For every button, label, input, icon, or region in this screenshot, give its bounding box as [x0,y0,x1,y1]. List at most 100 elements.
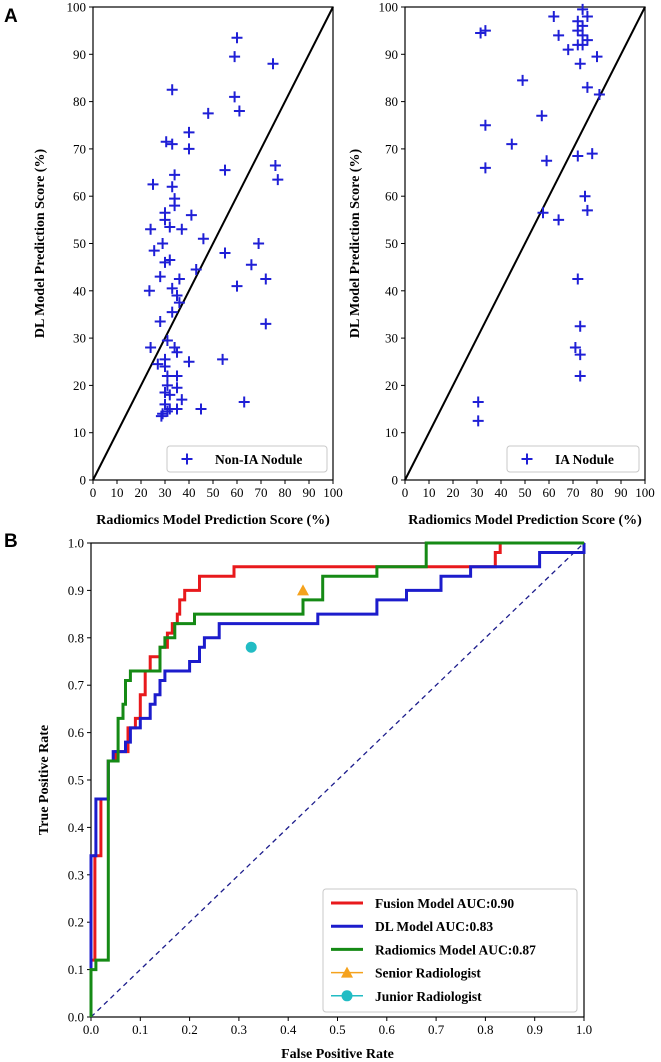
data-point [572,15,584,27]
x-tick-label: 0.5 [329,1022,345,1037]
data-point [231,280,243,292]
y-tick-label: 50 [73,236,86,251]
data-point [195,403,207,415]
legend-marker [341,990,353,1002]
x-tick-label: 0 [402,485,409,500]
y-tick-label: 10 [385,425,398,440]
data-point [472,396,484,408]
data-point [166,282,178,294]
x-tick-label: 90 [303,485,316,500]
x-axis-label: False Positive Rate [281,1047,394,1062]
x-tick-label: 80 [591,485,604,500]
data-point [577,39,589,51]
x-tick-label: 20 [447,485,460,500]
x-tick-label: 0 [90,485,97,500]
junior-radiologist-marker [245,641,257,653]
x-tick-label: 0.8 [477,1022,493,1037]
data-point [581,10,593,22]
y-tick-label: 0.0 [68,1010,84,1025]
legend-frame [322,888,578,1013]
y-tick-label: 0 [392,473,399,488]
data-point [593,89,605,101]
y-tick-label: 70 [73,141,86,156]
y-tick-label: 30 [73,331,86,346]
y-tick-label: 10 [73,425,86,440]
data-point [233,105,245,117]
x-tick-label: 10 [423,485,436,500]
data-point [164,221,176,233]
data-point [245,259,257,271]
data-point [157,408,169,420]
x-axis-label: Radiomics Model Prediction Score (%) [96,513,330,528]
y-axis-label: DL Model Prediction Score (%) [33,149,48,339]
data-point [479,25,491,37]
y-tick-label: 0.7 [68,678,85,693]
data-point [161,334,173,346]
y-tick-label: 1.0 [68,536,84,551]
data-point [219,247,231,259]
y-tick-label: 60 [73,189,86,204]
y-tick-label: 90 [385,47,398,62]
y-tick-label: 80 [385,94,398,109]
data-point [574,370,586,382]
y-tick-label: 0.6 [68,725,85,740]
legend: Non-IA Nodule [166,445,328,473]
data-point [171,403,183,415]
chance-line [90,542,585,1018]
data-point [581,34,593,46]
data-point [159,214,171,226]
data-point [586,148,598,160]
data-point [517,74,529,86]
data-point [169,200,181,212]
x-tick-label: 0.7 [428,1022,445,1037]
y-tick-label: 40 [385,283,398,298]
y-tick-label: 0.8 [68,630,84,645]
data-point [161,370,173,382]
data-point [171,382,183,394]
data-point [231,32,243,44]
data-point [159,386,171,398]
x-tick-label: 40 [495,485,508,500]
data-point [581,204,593,216]
data-point [479,119,491,131]
data-point [260,318,272,330]
roc-chart: 0.0 0.1 0.2 0.3 0.4 0.5 0.6 0.7 0.8 0.9 1.0 0.0 0.1 0… [37,536,592,1062]
y-tick-label: 50 [385,236,398,251]
y-tick-label: 20 [385,378,398,393]
data-point [145,342,157,354]
data-point [536,110,548,122]
data-point [229,51,241,63]
data-point [253,238,265,249]
data-point [147,178,159,190]
legend-frame [166,445,328,473]
data-point [164,254,176,266]
data-point [475,27,487,39]
data-point [183,356,195,368]
x-tick-label: 0.2 [181,1022,197,1037]
data-point [183,126,195,138]
data-point [166,138,178,150]
data-point [173,297,185,309]
y-tick-label: 60 [385,189,398,204]
data-point [166,181,178,193]
x-tick-label: 100 [323,485,343,500]
y-tick-label: 0.2 [68,915,84,930]
legend-marker [181,453,193,465]
data-point [154,271,166,283]
senior-radiologist-marker [296,584,309,596]
data-point [238,396,250,408]
x-axis-label: Radiomics Model Prediction Score (%) [408,513,642,528]
data-point [154,316,166,328]
data-point [572,25,584,37]
data-point [562,44,574,56]
data-point [157,238,169,249]
scatter-chart-ia: 0 10 20 30 40 50 60 70 80 90 100 0 10 20 30 40 50 60 70 80 9… [348,0,655,528]
x-tick-label: 0.6 [379,1022,396,1037]
data-point [272,174,284,186]
data-point [553,29,565,41]
y-axis-label: DL Model Prediction Score (%) [348,149,363,339]
y-tick-label: 0.1 [68,962,84,977]
data-point [176,394,188,406]
legend: Fusion Model AUC:0.90 DL Model AUC:0.83 Ra… [322,888,578,1013]
data-point [190,264,202,276]
